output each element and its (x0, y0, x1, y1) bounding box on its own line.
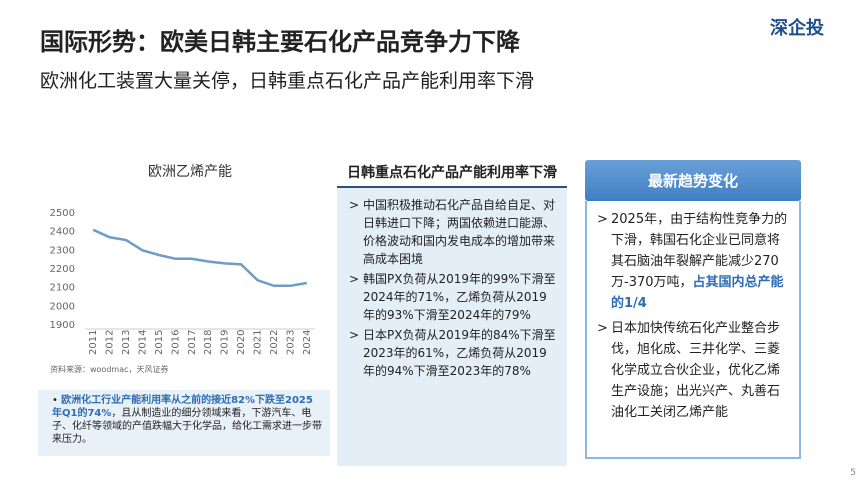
y-tick-label: 2000 (50, 301, 75, 312)
panel-title: 日韩重点石化产品产能利用率下滑 (337, 158, 567, 188)
note: • 欧洲化工行业产能利用率从之前的接近82%下跌至2025年Q1的74%，且从制… (38, 390, 330, 456)
bullet: 韩国PX负荷从2019年的99%下滑至2024年的71%，乙烯负荷从2019年的… (347, 270, 557, 324)
y-tick-label: 2500 (50, 208, 75, 219)
bullet-bold: 占其国内总产能的1/4 (611, 275, 784, 311)
bullet: 日本加快传统石化产业整合步伐，旭化成、三井化学、三菱化学成立合伙企业，优化乙烯生… (597, 318, 789, 423)
x-tick-label: 2015 (154, 330, 165, 355)
bullet: 日本PX负荷从2019年的84%下滑至2023年的61%，乙烯负荷从2019年的… (347, 326, 557, 380)
y-tick-label: 1900 (50, 320, 75, 331)
middle-panel: 日韩重点石化产品产能利用率下滑 中国积极推动石化产品自给自足、对日韩进口下降；两… (337, 158, 567, 466)
panel-title: 最新趋势变化 (585, 160, 801, 201)
x-tick-label: 2024 (302, 330, 313, 355)
note-bold: 欧洲化工行业产能利用率从之前的接近82%下跌至2025年Q1的74% (52, 395, 313, 419)
chart: 欧洲乙烯产能 资料来源：woodmac，天风证券 1900 2000 2100 220… (50, 164, 315, 374)
x-tick-label: 2017 (187, 330, 198, 355)
page-number: 5 (850, 468, 856, 478)
bullet-text: 2025年，由于结构性竞争力的下滑，韩国石化企业已同意将其石脑油年裂解产能减少2… (611, 212, 788, 290)
x-tick-label: 2019 (220, 330, 231, 355)
x-tick-label: 2012 (105, 330, 116, 355)
logo: 深企投 (770, 18, 824, 39)
y-tick-label: 2300 (50, 245, 75, 256)
x-tick-label: 2020 (236, 330, 247, 355)
right-panel: 最新趋势变化 2025年，由于结构性竞争力的下滑，韩国石化企业已同意将其石脑油年… (585, 160, 801, 459)
bullet: 中国积极推动石化产品自给自足、对日韩进口下降；两国依赖进口能源、价格波动和国内发… (347, 196, 557, 268)
x-tick-label: 2013 (121, 330, 132, 355)
y-tick-label: 2200 (50, 264, 75, 275)
y-tick-label: 2400 (50, 227, 75, 238)
x-tick-label: 2022 (269, 330, 280, 355)
y-tick-label: 2100 (50, 283, 75, 294)
panel-body: 中国积极推动石化产品自给自足、对日韩进口下降；两国依赖进口能源、价格波动和国内发… (337, 188, 567, 466)
x-tick-label: 2011 (88, 330, 99, 355)
line (92, 228, 307, 288)
bullet: 2025年，由于结构性竞争力的下滑，韩国石化企业已同意将其石脑油年裂解产能减少2… (597, 209, 789, 314)
panel-body: 2025年，由于结构性竞争力的下滑，韩国石化企业已同意将其石脑油年裂解产能减少2… (585, 201, 801, 459)
chart-title: 欧洲乙烯产能 (148, 164, 232, 180)
x-tick-label: 2016 (170, 330, 181, 355)
x-tick-label: 2021 (253, 330, 264, 355)
chart-source: 资料来源：woodmac，天风证券 (50, 364, 169, 374)
x-tick-label: 2023 (285, 330, 296, 355)
slide-title: 国际形势：欧美日韩主要石化产品竞争力下降 (40, 28, 520, 56)
slide-subtitle: 欧洲化工装置大量关停，日韩重点石化产品产能利用率下滑 (40, 70, 535, 92)
note-text: ，且从制造业的细分领域来看，下游汽车、电子、化纤等领域的产值跌幅大于化学品，给化… (52, 408, 322, 445)
x-tick-label: 2014 (138, 330, 149, 355)
x-tick-label: 2018 (203, 330, 214, 355)
